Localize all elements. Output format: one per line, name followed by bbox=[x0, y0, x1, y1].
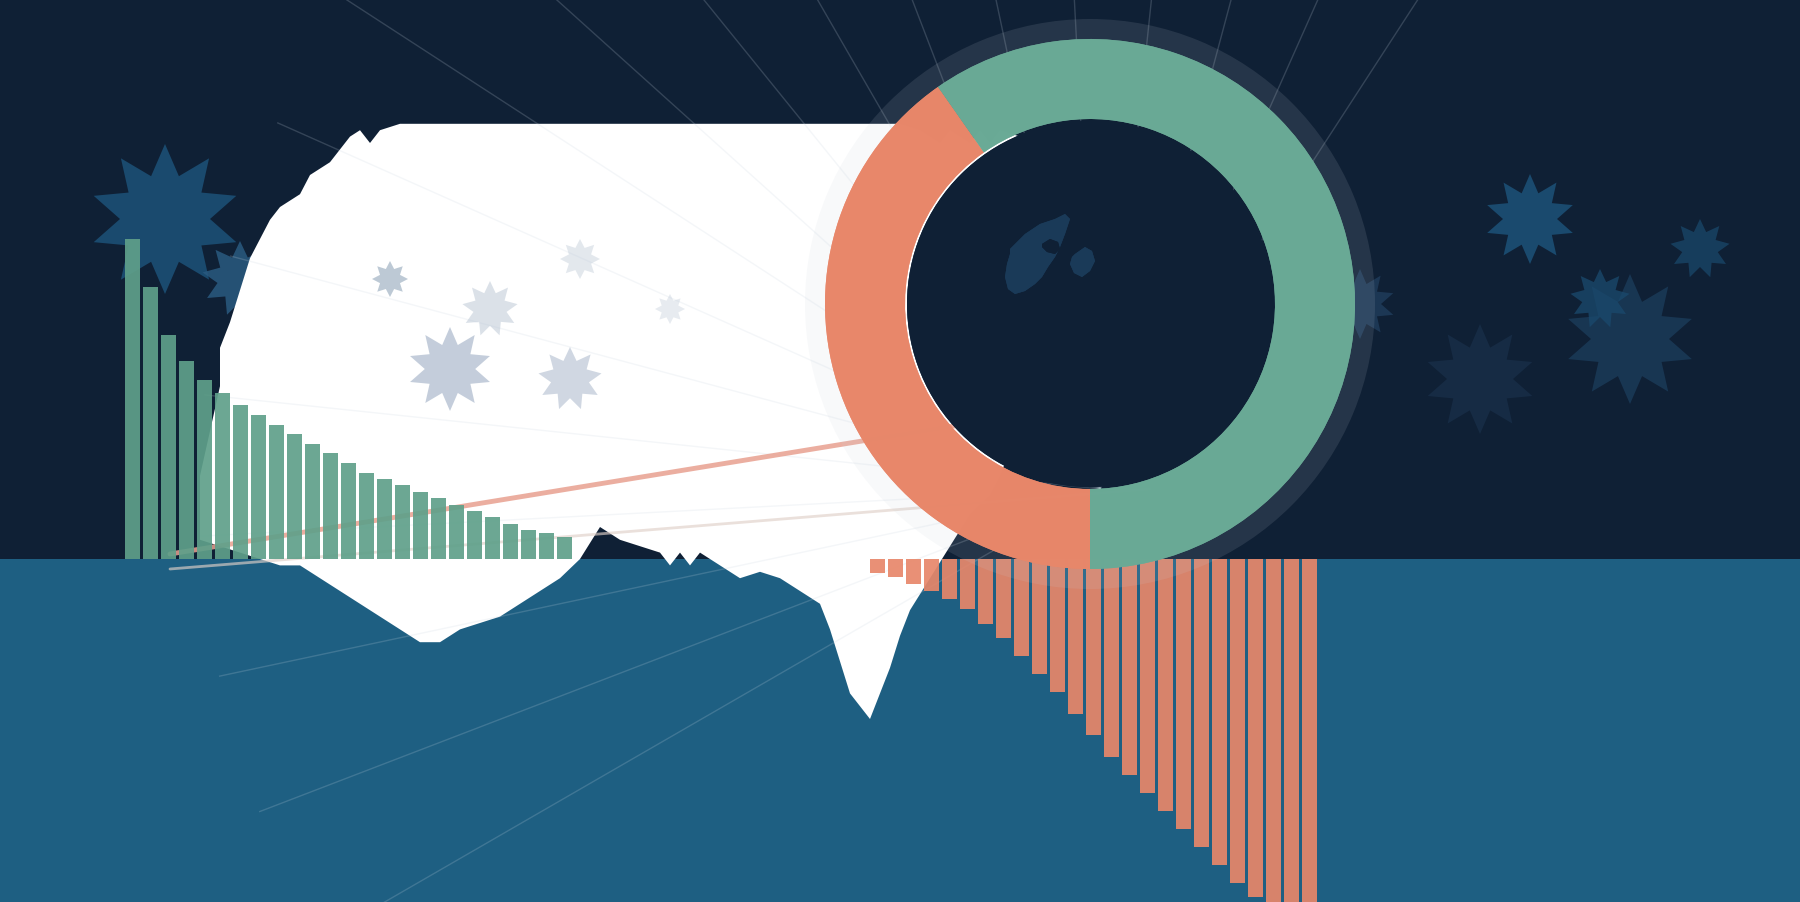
Bar bbox=[232, 406, 248, 559]
Bar bbox=[322, 454, 338, 559]
Bar bbox=[1139, 559, 1156, 793]
Bar bbox=[412, 492, 428, 559]
Bar bbox=[430, 499, 446, 559]
Bar bbox=[214, 393, 230, 559]
Bar bbox=[1265, 559, 1282, 902]
Polygon shape bbox=[1042, 240, 1060, 254]
Bar bbox=[1175, 559, 1192, 829]
Bar bbox=[995, 559, 1012, 639]
Bar bbox=[304, 445, 320, 559]
Bar bbox=[1085, 559, 1102, 736]
Bar bbox=[484, 518, 500, 559]
Polygon shape bbox=[1568, 275, 1692, 405]
Polygon shape bbox=[1487, 175, 1573, 264]
Bar bbox=[1067, 559, 1084, 714]
Bar bbox=[538, 534, 554, 559]
Bar bbox=[196, 381, 212, 559]
Bar bbox=[0, 559, 1800, 902]
Wedge shape bbox=[824, 87, 1091, 569]
Polygon shape bbox=[1427, 325, 1532, 435]
Bar bbox=[941, 559, 958, 599]
Bar bbox=[1229, 559, 1246, 883]
Bar bbox=[1193, 559, 1210, 847]
Bar bbox=[286, 435, 302, 559]
Bar bbox=[869, 559, 886, 574]
Polygon shape bbox=[1670, 220, 1730, 278]
Bar bbox=[1049, 559, 1066, 693]
Circle shape bbox=[907, 122, 1273, 487]
Bar bbox=[977, 559, 994, 624]
Wedge shape bbox=[824, 87, 1091, 569]
Wedge shape bbox=[938, 40, 1355, 569]
Bar bbox=[178, 361, 194, 559]
Bar bbox=[923, 559, 940, 592]
Bar bbox=[1301, 559, 1318, 902]
Polygon shape bbox=[410, 327, 490, 411]
Bar bbox=[142, 288, 158, 559]
Polygon shape bbox=[1004, 215, 1069, 295]
Wedge shape bbox=[805, 20, 1375, 589]
Bar bbox=[340, 464, 356, 559]
Bar bbox=[268, 425, 284, 559]
Bar bbox=[905, 559, 922, 584]
Circle shape bbox=[907, 122, 1273, 487]
Bar bbox=[887, 559, 904, 577]
Bar bbox=[250, 416, 266, 559]
Bar bbox=[160, 336, 176, 559]
Bar bbox=[1283, 559, 1300, 902]
Polygon shape bbox=[1042, 240, 1060, 254]
Bar bbox=[466, 511, 482, 559]
Bar bbox=[394, 486, 410, 559]
Bar bbox=[556, 537, 572, 559]
Bar bbox=[1013, 559, 1030, 657]
Polygon shape bbox=[277, 308, 322, 352]
Bar bbox=[376, 480, 392, 559]
Polygon shape bbox=[373, 262, 409, 298]
Bar bbox=[1211, 559, 1228, 865]
Polygon shape bbox=[1069, 248, 1094, 278]
Bar bbox=[358, 473, 374, 559]
Bar bbox=[1247, 559, 1264, 897]
Polygon shape bbox=[560, 240, 599, 280]
Bar bbox=[1103, 559, 1120, 757]
Polygon shape bbox=[94, 145, 236, 295]
Polygon shape bbox=[538, 347, 601, 410]
Polygon shape bbox=[203, 242, 277, 316]
Wedge shape bbox=[938, 40, 1355, 569]
Bar bbox=[1031, 559, 1048, 675]
Polygon shape bbox=[655, 295, 686, 325]
Bar bbox=[959, 559, 976, 610]
Bar bbox=[520, 530, 536, 559]
Bar bbox=[1157, 559, 1174, 811]
Bar bbox=[502, 524, 518, 559]
Polygon shape bbox=[1570, 270, 1629, 327]
Bar bbox=[448, 505, 464, 559]
Bar bbox=[124, 240, 140, 559]
Polygon shape bbox=[1004, 215, 1069, 295]
Polygon shape bbox=[1069, 248, 1094, 278]
Polygon shape bbox=[463, 281, 518, 336]
Bar bbox=[1121, 559, 1138, 775]
Polygon shape bbox=[1327, 270, 1393, 340]
Polygon shape bbox=[200, 124, 1130, 719]
